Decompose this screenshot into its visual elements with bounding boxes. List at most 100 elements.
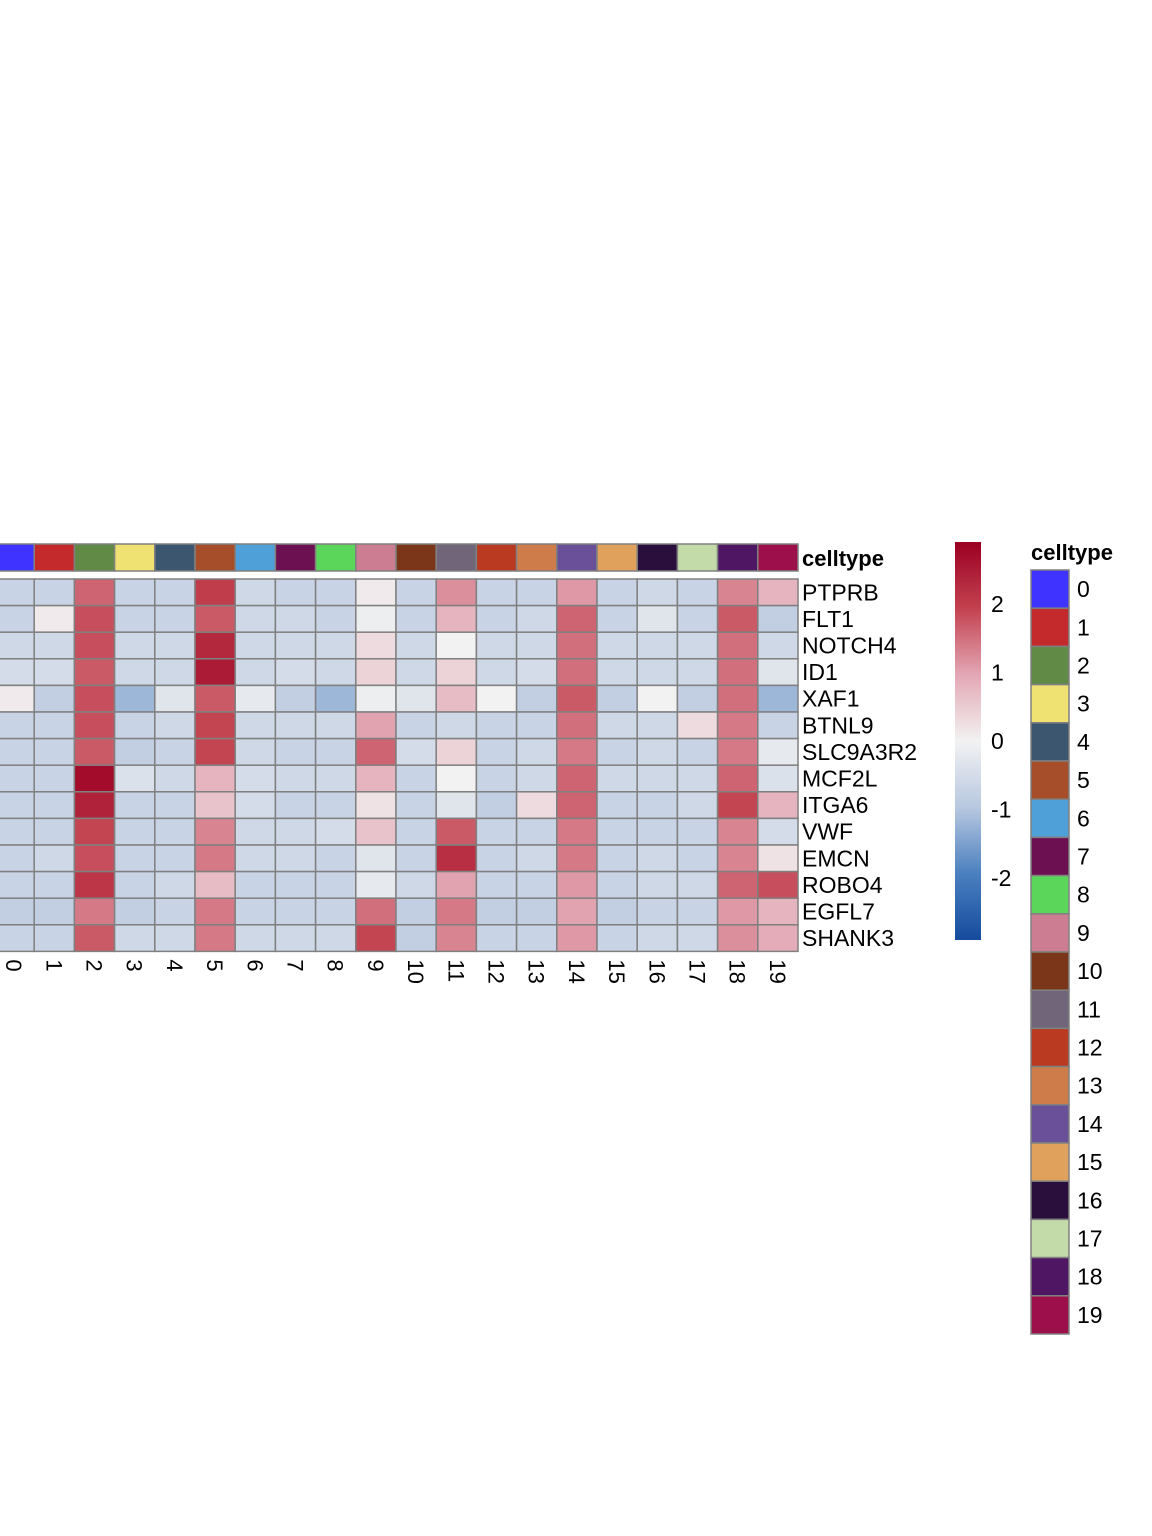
heatmap-cell bbox=[556, 684, 598, 713]
heatmap-cell bbox=[515, 711, 558, 740]
legend-label: 1 bbox=[1077, 614, 1090, 640]
legend-label: 6 bbox=[1077, 805, 1090, 831]
annotation-cell-6 bbox=[234, 543, 277, 572]
heatmap-cell bbox=[515, 844, 558, 873]
heatmap-cell bbox=[556, 631, 598, 660]
heatmap-cell bbox=[757, 870, 799, 899]
heatmap-cell bbox=[556, 870, 598, 899]
heatmap-cell bbox=[194, 924, 236, 953]
heatmap-cell bbox=[33, 711, 76, 740]
heatmap-cell bbox=[676, 711, 719, 740]
column-label: 5 bbox=[202, 959, 227, 971]
heatmap-cell bbox=[716, 737, 759, 766]
heatmap-cell bbox=[556, 897, 598, 926]
heatmap-cell bbox=[113, 711, 156, 740]
heatmap-cell bbox=[435, 578, 478, 607]
heatmap-cell bbox=[73, 578, 116, 607]
heatmap-cell bbox=[636, 737, 679, 766]
heatmap-cell bbox=[716, 897, 759, 926]
legend-swatch bbox=[1030, 798, 1070, 839]
annotation-cell-2 bbox=[73, 543, 116, 572]
heatmap-cell bbox=[475, 711, 518, 740]
legend-label: 2 bbox=[1077, 653, 1090, 679]
heatmap-cell bbox=[314, 817, 357, 846]
row-label: VWF bbox=[802, 819, 853, 845]
heatmap-cell bbox=[395, 844, 437, 873]
heatmap-cell bbox=[475, 737, 518, 766]
heatmap-cell bbox=[355, 791, 397, 820]
heatmap-cell bbox=[515, 924, 558, 953]
heatmap-cell bbox=[33, 870, 76, 899]
heatmap-cell bbox=[113, 631, 156, 660]
heatmap-cell bbox=[355, 870, 397, 899]
heatmap-cell bbox=[314, 631, 357, 660]
heatmap-cell bbox=[596, 737, 638, 766]
heatmap-cell bbox=[73, 817, 116, 846]
column-label: 14 bbox=[564, 959, 589, 983]
heatmap-cell bbox=[556, 817, 598, 846]
heatmap-cell bbox=[274, 631, 317, 660]
heatmap-cell bbox=[757, 604, 799, 633]
heatmap-cell bbox=[757, 631, 799, 660]
heatmap-cell bbox=[154, 631, 196, 660]
heatmap-cell bbox=[475, 817, 518, 846]
heatmap-cell bbox=[435, 604, 478, 633]
heatmap-cell bbox=[676, 870, 719, 899]
annotation-cell-8 bbox=[314, 543, 357, 572]
heatmap-cell bbox=[314, 924, 357, 953]
heatmap-cell bbox=[194, 631, 236, 660]
heatmap-cell bbox=[596, 791, 638, 820]
heatmap-cell bbox=[234, 844, 277, 873]
heatmap-cell bbox=[113, 817, 156, 846]
legend-label: 5 bbox=[1077, 767, 1090, 793]
heatmap-cell bbox=[556, 711, 598, 740]
heatmap-cell bbox=[435, 658, 478, 687]
heatmap-cell bbox=[0, 578, 35, 607]
heatmap-cell bbox=[154, 684, 196, 713]
heatmap-cell bbox=[0, 764, 35, 793]
row-labels: PTPRBFLT1NOTCH4ID1XAF1BTNL9SLC9A3R2MCF2L… bbox=[802, 579, 917, 951]
heatmap-cell bbox=[113, 791, 156, 820]
heatmap-cell bbox=[314, 897, 357, 926]
heatmap-cell bbox=[234, 924, 277, 953]
heatmap-cell bbox=[314, 764, 357, 793]
heatmap-cell bbox=[154, 897, 196, 926]
heatmap-cell bbox=[73, 924, 116, 953]
color-scale-tick-label: 2 bbox=[991, 591, 1004, 617]
heatmap-cell bbox=[113, 604, 156, 633]
heatmap-cell bbox=[475, 658, 518, 687]
heatmap-cell bbox=[355, 631, 397, 660]
heatmap-cell bbox=[475, 924, 518, 953]
heatmap-cell bbox=[676, 604, 719, 633]
heatmap-cell bbox=[596, 870, 638, 899]
row-label: FLT1 bbox=[802, 606, 854, 632]
heatmap-cell bbox=[395, 684, 437, 713]
heatmap-cell bbox=[636, 658, 679, 687]
heatmap-cell bbox=[757, 578, 799, 607]
heatmap-cell bbox=[0, 897, 35, 926]
heatmap-cell bbox=[676, 764, 719, 793]
legend-label: 11 bbox=[1077, 996, 1101, 1022]
heatmap-cell bbox=[274, 578, 317, 607]
heatmap-cell bbox=[636, 578, 679, 607]
heatmap-cell bbox=[194, 764, 236, 793]
heatmap-cell bbox=[435, 684, 478, 713]
heatmap-cell bbox=[194, 870, 236, 899]
heatmap-cell bbox=[73, 684, 116, 713]
heatmap-cell bbox=[757, 897, 799, 926]
heatmap-cell bbox=[475, 684, 518, 713]
heatmap-cell bbox=[515, 870, 558, 899]
heatmap-cell bbox=[515, 897, 558, 926]
column-label: 16 bbox=[644, 959, 669, 983]
heatmap-cell bbox=[636, 924, 679, 953]
heatmap-cell bbox=[314, 658, 357, 687]
heatmap-cell bbox=[716, 764, 759, 793]
heatmap-cell bbox=[113, 578, 156, 607]
heatmap-cell bbox=[113, 737, 156, 766]
heatmap-cell bbox=[395, 791, 437, 820]
row-label: ITGA6 bbox=[802, 792, 868, 818]
heatmap-cell bbox=[274, 658, 317, 687]
heatmap-cell bbox=[395, 711, 437, 740]
heatmap-cell bbox=[716, 684, 759, 713]
